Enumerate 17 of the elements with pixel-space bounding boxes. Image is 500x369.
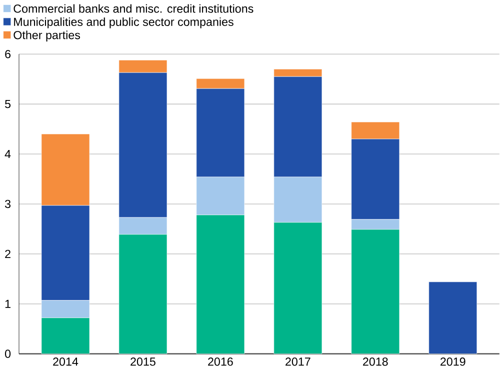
y-tick-label: 1 (5, 300, 10, 308)
legend-label: Commercial banks and misc. credit institutions (14, 4, 254, 13)
y-tick-label: 3 (4, 200, 11, 208)
x-tick-label: 2018 (363, 357, 388, 366)
x-tick-label: 2019 (440, 357, 466, 366)
x-tick-label: 2014 (53, 357, 78, 366)
bar (428, 282, 478, 354)
x-tick-label: 2017 (286, 357, 310, 366)
x-tick-label: 2016 (208, 357, 233, 366)
y-tick-label: 5 (5, 100, 11, 108)
legend-label: Other parties (14, 30, 80, 42)
y-tick-label: 6 (5, 50, 11, 58)
y-tick-label: 4 (4, 150, 11, 158)
y-tick-label: 2 (5, 250, 10, 258)
legend-label: Municipalities and public sector companies (14, 17, 234, 28)
x-tick-label: 2015 (130, 357, 156, 366)
y-tick-label: 0 (4, 350, 11, 358)
